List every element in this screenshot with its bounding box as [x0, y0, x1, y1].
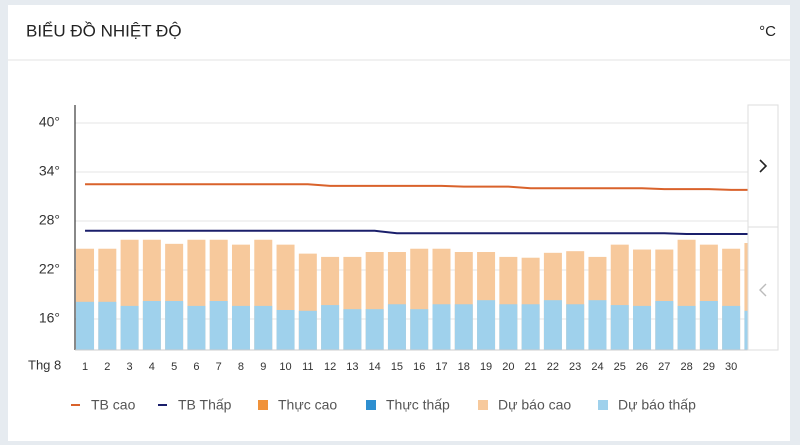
x-tick-label: 27 [658, 361, 670, 373]
y-tick-label: 34° [39, 163, 60, 179]
bar [499, 304, 518, 350]
x-tick-label: 29 [703, 361, 715, 373]
bar [254, 305, 273, 350]
legend-label: TB cao [91, 397, 136, 413]
x-tick-label: 4 [149, 361, 155, 373]
x-tick-label: 25 [614, 361, 626, 373]
x-tick-label: 21 [525, 361, 537, 373]
bar [699, 301, 718, 350]
x-tick-label: 30 [725, 361, 737, 373]
x-tick-label: 7 [216, 361, 222, 373]
x-tick-label: 15 [391, 361, 403, 373]
legend: TB cao TB Thấp Thực cao Thực thấp Dự báo cao… [71, 397, 696, 413]
line [85, 183, 748, 191]
x-tick-label: 6 [193, 361, 199, 373]
bar [298, 310, 317, 350]
bar [142, 301, 161, 350]
bar [209, 301, 228, 350]
plot [75, 122, 748, 350]
next-button[interactable] [759, 159, 768, 173]
x-tick-label: 9 [260, 361, 266, 373]
x-tick-label: 17 [435, 361, 447, 373]
legend-swatch [478, 400, 488, 410]
bar [76, 301, 95, 350]
x-tick-label: 10 [279, 361, 291, 373]
x-tick-label: 14 [369, 361, 381, 373]
x-tick-label: 2 [104, 361, 110, 373]
y-tick-label: 40° [39, 114, 60, 130]
bar [120, 305, 139, 350]
bar [521, 304, 540, 350]
bar [477, 300, 496, 350]
bar [365, 309, 384, 350]
unit: °C [759, 23, 776, 40]
y-tick-label: 22° [39, 261, 60, 277]
x-tick-label: 8 [238, 361, 244, 373]
x-tick-label: 11 [302, 361, 313, 373]
x-tick-label: 19 [480, 361, 492, 373]
bar [722, 305, 741, 350]
bar [276, 309, 295, 350]
bar [588, 300, 607, 350]
x-tick-label: 20 [502, 361, 514, 373]
axes: 40°34°28°22°16°Thg 8 1 2 3 4 5 6 7 8 9 10 11 12 13 14 1… [28, 105, 748, 373]
x-tick-label: 26 [636, 361, 648, 373]
line [85, 229, 748, 236]
bar [410, 309, 429, 350]
title: BIỂU ĐỒ NHIỆT ĐỘ [26, 21, 182, 40]
legend-label: TB Thấp [178, 397, 232, 413]
x-tick-label: 16 [413, 361, 425, 373]
bar [454, 304, 473, 350]
legend-swatch [258, 400, 268, 410]
x-tick-label: 3 [127, 361, 133, 373]
y-tick-label: 16° [39, 310, 60, 326]
legend-swatch [598, 400, 608, 410]
bar [744, 243, 748, 350]
legend-label: Thực cao [278, 397, 337, 413]
x-tick-label: 28 [680, 361, 692, 373]
x-tick-label: 23 [569, 361, 581, 373]
nav-panel [747, 104, 779, 351]
legend-label: Thực thấp [386, 397, 450, 413]
bar [165, 301, 184, 350]
bar [343, 309, 362, 350]
bar [187, 305, 206, 350]
x-tick-label: 1 [82, 361, 88, 373]
x-tick-label: 18 [458, 361, 470, 373]
legend-label: Dự báo cao [498, 397, 571, 413]
y-tick-label: 28° [39, 212, 60, 228]
bar [633, 305, 652, 350]
bar [432, 304, 451, 350]
bar [231, 305, 250, 350]
x-tick-label: 12 [324, 361, 336, 373]
chart: BIỂU ĐỒ NHIỆT ĐỘ °C 40° 34° 28° 22° 16° Thg 8… [8, 21, 790, 413]
x-axis-label: Thg 8 [28, 357, 61, 372]
bar [321, 305, 340, 350]
x-tick-label: 5 [171, 361, 177, 373]
x-tick-label: 22 [547, 361, 559, 373]
bar [98, 301, 117, 350]
bar [610, 305, 629, 350]
bar [543, 300, 562, 350]
x-tick-label: 13 [346, 361, 358, 373]
bar [387, 304, 406, 350]
bar [655, 301, 674, 350]
card: BIỂU ĐỒ NHIỆT ĐỘ °C 40° 34° 28° 22° 16° Thg 8… [8, 5, 790, 441]
legend-swatch [366, 400, 376, 410]
bar [566, 304, 585, 350]
legend-label: Dự báo thấp [618, 397, 696, 413]
bar [744, 310, 748, 350]
bar [677, 305, 696, 350]
prev-button[interactable] [759, 283, 767, 297]
x-tick-label: 24 [591, 361, 603, 373]
